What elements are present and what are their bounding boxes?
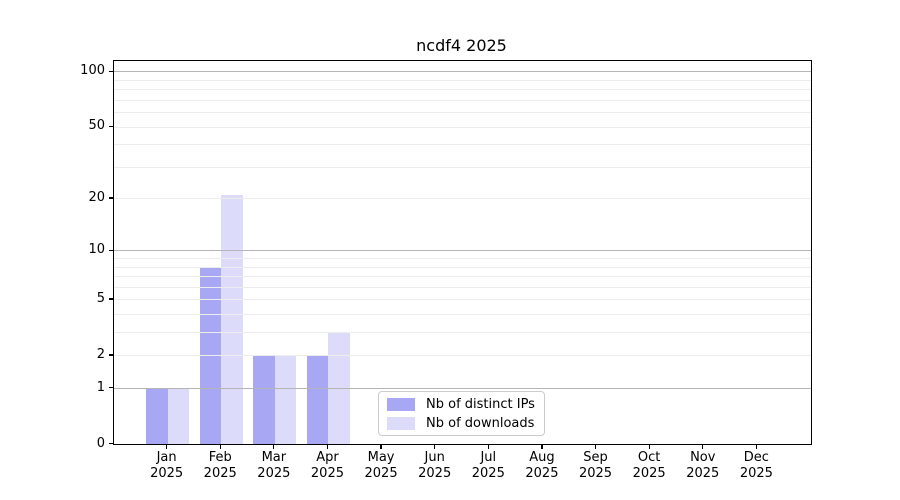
bar-downloads-jan	[167, 388, 190, 444]
x-tick-label-oct: Oct 2025	[632, 450, 666, 481]
x-tick-mark-dec	[755, 444, 758, 449]
gridline-minor-20	[114, 198, 811, 200]
gridline-minor-6	[114, 286, 811, 288]
y-tick-mark-20	[108, 197, 113, 199]
y-tick-mark-5	[108, 298, 113, 300]
x-tick-mark-jan	[165, 444, 168, 449]
legend-item-distinct-ips: Nb of distinct IPs	[387, 397, 544, 412]
x-tick-label-dec: Dec 2025	[739, 450, 773, 481]
legend-item-downloads: Nb of downloads	[387, 416, 544, 431]
y-tick-label-100: 100	[80, 63, 105, 79]
y-tick-label-1: 1	[96, 379, 105, 395]
x-tick-label-sep: Sep 2025	[578, 450, 613, 481]
gridline-minor-60	[114, 112, 811, 114]
x-tick-mark-apr	[326, 444, 329, 449]
y-tick-mark-10	[108, 249, 113, 251]
chart-title: ncdf4 2025	[416, 36, 507, 55]
x-tick-label-feb: Feb 2025	[203, 450, 237, 481]
y-tick-mark-50	[108, 125, 113, 128]
gridline-minor-5	[114, 299, 811, 301]
y-tick-mark-1	[108, 387, 113, 389]
x-tick-mark-jul	[487, 444, 489, 449]
legend-label-distinct-ips: Nb of distinct IPs	[426, 396, 535, 412]
bar-downloads-mar	[274, 355, 297, 444]
gridline-minor-90	[114, 79, 811, 81]
x-tick-mark-aug	[541, 444, 543, 449]
x-tick-label-apr: Apr 2025	[310, 450, 344, 481]
gridline-minor-9	[114, 258, 811, 260]
x-tick-mark-mar	[273, 444, 275, 449]
x-tick-mark-sep	[594, 444, 597, 449]
bar-distinct-ips-jan	[146, 388, 168, 444]
gridline-minor-2	[114, 355, 811, 357]
x-tick-label-jan: Jan 2025	[150, 450, 184, 481]
x-tick-label-may: May 2025	[364, 450, 398, 481]
gridline-minor-7	[114, 276, 811, 278]
gridline-minor-70	[114, 99, 811, 101]
x-tick-label-aug: Aug 2025	[525, 450, 559, 481]
x-tick-label-nov: Nov 2025	[686, 450, 720, 481]
x-tick-mark-may	[380, 444, 382, 449]
gridline-minor-80	[114, 89, 811, 91]
x-tick-mark-feb	[219, 444, 221, 449]
y-tick-label-10: 10	[88, 242, 105, 258]
y-tick-label-0: 0	[96, 435, 105, 451]
x-tick-mark-nov	[702, 444, 704, 449]
bar-distinct-ips-mar	[253, 355, 275, 444]
legend-swatch-downloads	[387, 416, 415, 430]
y-tick-mark-100	[108, 70, 113, 72]
gridline-major-100	[114, 71, 811, 73]
y-tick-mark-2	[108, 354, 113, 356]
y-tick-label-5: 5	[96, 291, 105, 307]
y-tick-label-20: 20	[88, 190, 105, 205]
x-tick-label-jul: Jul 2025	[471, 450, 505, 481]
gridline-minor-3	[114, 332, 811, 334]
gridline-minor-40	[114, 144, 811, 146]
legend-swatch-distinct-ips	[387, 397, 415, 411]
legend-label-downloads: Nb of downloads	[426, 415, 535, 431]
x-tick-mark-jun	[434, 444, 436, 449]
legend: Nb of distinct IPs Nb of downloads	[378, 391, 545, 436]
gridline-minor-30	[114, 166, 811, 168]
y-tick-mark-0	[108, 443, 113, 445]
bar-distinct-ips-apr	[306, 355, 329, 444]
x-tick-label-jun: Jun 2025	[418, 450, 452, 481]
y-tick-label-2: 2	[96, 347, 105, 363]
x-tick-label-mar: Mar 2025	[257, 450, 291, 481]
bar-downloads-feb	[221, 194, 243, 444]
gridline-minor-8	[114, 266, 811, 268]
x-tick-mark-oct	[648, 444, 650, 449]
gridline-major-1	[114, 388, 811, 390]
gridline-major-10	[114, 250, 811, 252]
y-tick-label-50: 50	[88, 118, 105, 134]
plot-area	[113, 60, 812, 445]
gridline-minor-50	[114, 126, 811, 128]
gridline-minor-4	[114, 314, 811, 316]
